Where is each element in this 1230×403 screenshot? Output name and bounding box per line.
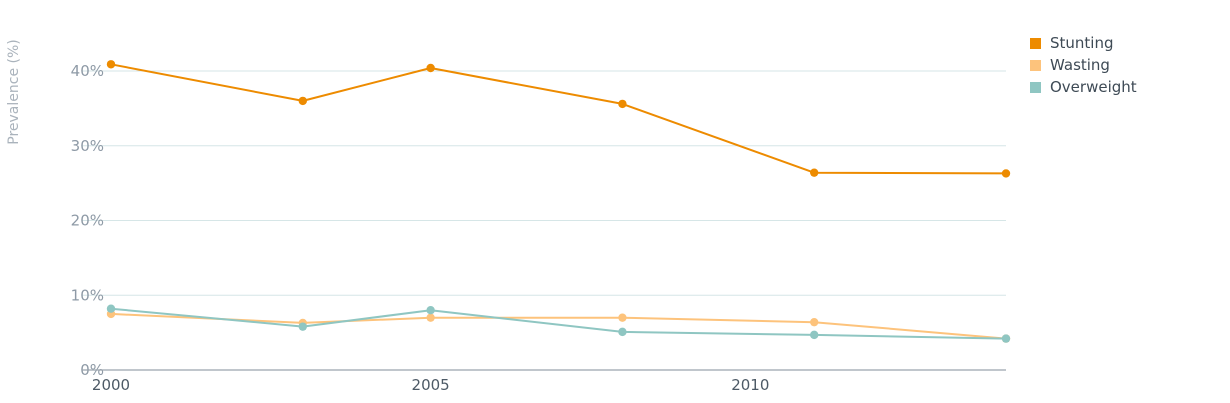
- data-point-stunting[interactable]: [618, 99, 627, 109]
- series-lines: [106, 60, 1011, 343]
- y-tick-label: 30%: [71, 137, 104, 155]
- series-wasting: [106, 309, 1011, 343]
- data-point-stunting[interactable]: [1001, 169, 1011, 178]
- series-line-overweight: [110, 307, 1007, 340]
- data-point-overweight[interactable]: [106, 304, 116, 313]
- data-point-overweight[interactable]: [426, 306, 435, 315]
- grid-lines: [82, 70, 1006, 296]
- y-axis-ticks: 0%10%20%30%40%: [71, 62, 104, 379]
- legend-label: Wasting: [1050, 56, 1110, 74]
- x-axis: 2000 2005 2010: [82, 369, 1006, 394]
- y-tick-label: 20%: [71, 212, 104, 230]
- series-overweight: [106, 304, 1011, 343]
- x-tick-label: 2010: [731, 376, 769, 394]
- series-line-wasting: [110, 312, 1007, 340]
- x-tick-label: 2000: [92, 376, 130, 394]
- legend-swatch: [1030, 60, 1041, 71]
- data-point-overweight[interactable]: [298, 322, 307, 331]
- x-tick-label: 2005: [412, 376, 450, 394]
- data-point-stunting[interactable]: [106, 60, 116, 69]
- legend-item-stunting[interactable]: Stunting: [1030, 34, 1114, 52]
- data-point-stunting[interactable]: [298, 96, 307, 106]
- y-tick-label: 40%: [71, 62, 104, 80]
- y-tick-label: 10%: [71, 286, 104, 304]
- data-point-stunting[interactable]: [810, 168, 819, 177]
- data-point-overweight[interactable]: [1001, 334, 1011, 343]
- legend-label: Overweight: [1050, 78, 1137, 96]
- legend-item-wasting[interactable]: Wasting: [1030, 56, 1110, 74]
- legend-swatch: [1030, 38, 1041, 49]
- data-point-overweight[interactable]: [618, 327, 627, 337]
- data-point-overweight[interactable]: [810, 330, 819, 340]
- data-point-stunting[interactable]: [426, 63, 435, 73]
- data-point-wasting[interactable]: [426, 313, 435, 322]
- legend-item-overweight[interactable]: Overweight: [1030, 78, 1137, 96]
- legend-label: Stunting: [1050, 34, 1114, 52]
- legend: Stunting Wasting Overweight: [1030, 34, 1137, 96]
- legend-swatch: [1030, 82, 1041, 93]
- series-stunting: [106, 60, 1011, 178]
- y-axis-title: Prevalence (%): [6, 39, 22, 145]
- series-line-stunting: [110, 63, 1007, 175]
- data-point-wasting[interactable]: [810, 317, 819, 327]
- data-point-wasting[interactable]: [618, 313, 627, 322]
